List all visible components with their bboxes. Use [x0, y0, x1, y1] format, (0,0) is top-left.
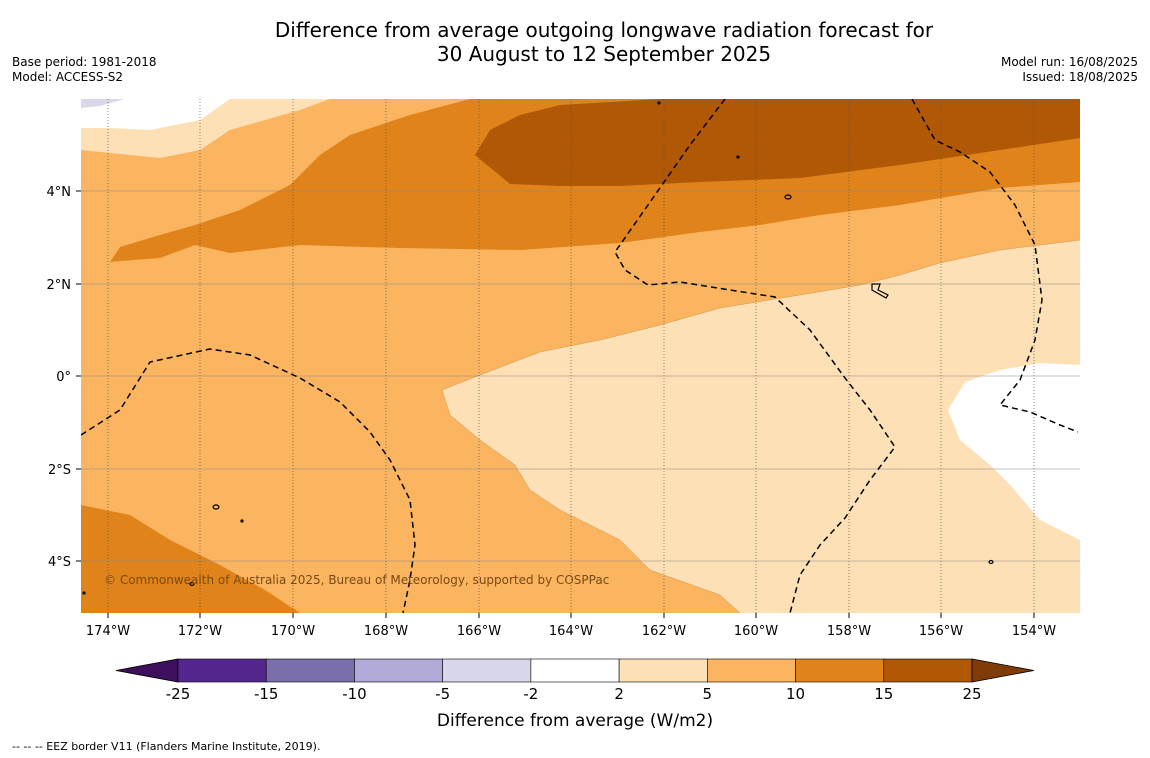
y-tick-labels: 4°N 2°N 0° 2°S 4°S — [47, 185, 72, 570]
x-tick-label: 156°W — [919, 624, 963, 639]
contour-edges — [441, 239, 1080, 613]
colorbar-tick-label: 5 — [703, 685, 713, 703]
colorbar-segment — [795, 658, 885, 683]
x-tick-label: 162°W — [642, 624, 686, 639]
colorbar-segment — [618, 658, 708, 683]
colorbar-segment — [442, 658, 532, 683]
chart-title: Difference from average outgoing longwav… — [0, 18, 1150, 66]
field-15-25-core — [475, 99, 1080, 186]
eez-legend-text: -- -- -- EEZ border V11 (Flanders Marine… — [12, 740, 321, 753]
x-tick-label: 154°W — [1012, 624, 1056, 639]
x-tick-label: 160°W — [734, 624, 778, 639]
field-2-5-east — [442, 240, 1080, 613]
model-run: Model run: 16/08/2025 — [1000, 55, 1138, 69]
colorbar-tick-label: -10 — [342, 685, 367, 703]
colorbar-segment — [177, 658, 267, 683]
parallel-gridlines — [81, 190, 1080, 562]
y-tick-label: 4°S — [48, 555, 71, 570]
y-tick-label: 2°N — [47, 278, 72, 293]
field-neutral-east — [948, 363, 1080, 540]
y-tick-label: 0° — [56, 370, 71, 385]
colorbar-tick-label: -5 — [435, 685, 450, 703]
x-tick-label: 172°W — [178, 624, 222, 639]
colorbar-tick-label: -15 — [254, 685, 279, 703]
colorbar-segment — [883, 658, 973, 683]
colorbar-segment — [265, 658, 355, 683]
colorbar-extend-low — [115, 658, 179, 683]
x-tick-label: 166°W — [457, 624, 501, 639]
base-period: Base period: 1981-2018 — [12, 55, 157, 69]
colorbar: -25 -15 -10 -5 -2 2 5 10 15 25 — [115, 658, 1035, 703]
meta-right: Model run: 16/08/2025 Issued: 18/08/2025 — [1001, 55, 1138, 85]
y-tick-label: 4°N — [47, 185, 72, 200]
axis-ticks — [76, 190, 1035, 618]
colorbar-tick-label: -25 — [166, 685, 191, 703]
map-area: © Commonwealth of Australia 2025, Bureau… — [81, 99, 1080, 613]
x-tick-label: 164°W — [549, 624, 593, 639]
colorbar-tick-label: -2 — [523, 685, 538, 703]
y-tick-label: 2°S — [48, 463, 71, 478]
colorbar-extend-high — [971, 658, 1035, 683]
islands — [82, 101, 994, 595]
colorbar-segment — [354, 658, 443, 683]
field-negative-top-left — [81, 99, 125, 108]
colorbar-title: Difference from average (W/m2) — [437, 711, 713, 731]
colorbar-tick-label: 10 — [786, 685, 805, 703]
colorbar-tick-label: 25 — [962, 685, 981, 703]
meta-left: Base period: 1981-2018 Model: ACCESS-S2 — [12, 55, 157, 85]
title-line-1: Difference from average outgoing longwav… — [274, 18, 934, 42]
issued-date: Issued: 18/08/2025 — [1022, 70, 1138, 84]
x-tick-labels: 174°W 172°W 170°W 168°W 166°W 164°W 162°… — [86, 624, 1056, 639]
eez-borders — [81, 99, 1079, 613]
colorbar-segment — [530, 658, 620, 683]
title-line-2: 30 August to 12 September 2025 — [436, 42, 772, 66]
colorbar-tick-label: 15 — [874, 685, 893, 703]
field-10-15-bottom-left — [81, 505, 300, 613]
colorbar-segment — [707, 658, 796, 683]
x-tick-label: 170°W — [271, 624, 315, 639]
copyright-text: © Commonwealth of Australia 2025, Bureau… — [104, 573, 609, 587]
field-neutral-top-left — [81, 99, 230, 130]
x-tick-label: 174°W — [86, 624, 130, 639]
model-name: Model: ACCESS-S2 — [12, 70, 124, 84]
x-tick-label: 168°W — [364, 624, 408, 639]
x-tick-label: 158°W — [827, 624, 871, 639]
colorbar-tick-label: 2 — [614, 685, 624, 703]
